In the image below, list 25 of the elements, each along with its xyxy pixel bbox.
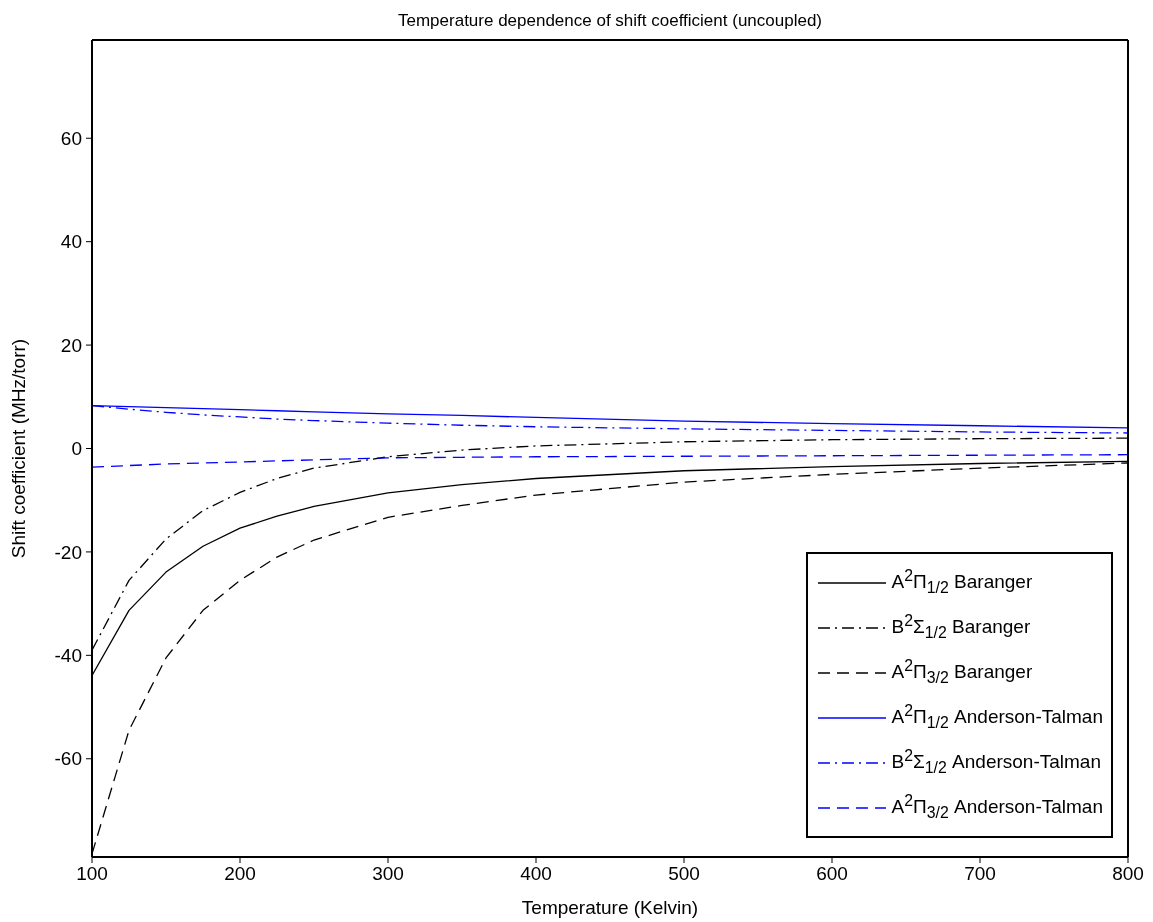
x-tick-label: 200	[224, 863, 256, 885]
y-tick-label: 20	[60, 334, 82, 356]
legend-label: A$^{2}$Π$_{3/2}$ Anderson-Talman	[891, 792, 1103, 823]
x-tick-label: 600	[816, 863, 848, 885]
x-axis-title: Temperature (Kelvin)	[521, 897, 699, 918]
x-tick-label: 800	[1112, 863, 1144, 885]
legend-label: A$^{2}$Π$_{1/2}$ Baranger	[891, 567, 1033, 598]
x-tick-label: 400	[520, 863, 552, 885]
y-tick-label: -40	[54, 645, 82, 667]
y-tick-label: -60	[54, 748, 82, 770]
line-series	[92, 454, 1128, 468]
legend-label: A$^{2}$Π$_{3/2}$ Baranger	[891, 657, 1033, 688]
x-tick-label: 700	[964, 863, 996, 885]
x-tick-label: 500	[668, 863, 700, 885]
legend-label: A$^{2}$Π$_{1/2}$ Anderson-Talman	[891, 702, 1103, 733]
y-axis-title: Shift coefficient (MHz/torr)	[7, 338, 29, 559]
y-tick-label: 0	[71, 438, 82, 460]
y-tick-label: 40	[60, 231, 82, 253]
y-tick-label: -20	[54, 541, 82, 563]
legend-label: B$^{2}$Σ$_{1/2}$ Anderson-Talman	[891, 747, 1102, 778]
y-tick-label: 60	[60, 127, 82, 149]
chart-title: Temperature dependence of shift coefficient (uncoupled)	[397, 11, 823, 30]
x-tick-label: 100	[76, 863, 108, 885]
x-tick-label: 300	[372, 863, 404, 885]
legend-label: B$^{2}$Σ$_{1/2}$ Baranger	[891, 612, 1031, 643]
